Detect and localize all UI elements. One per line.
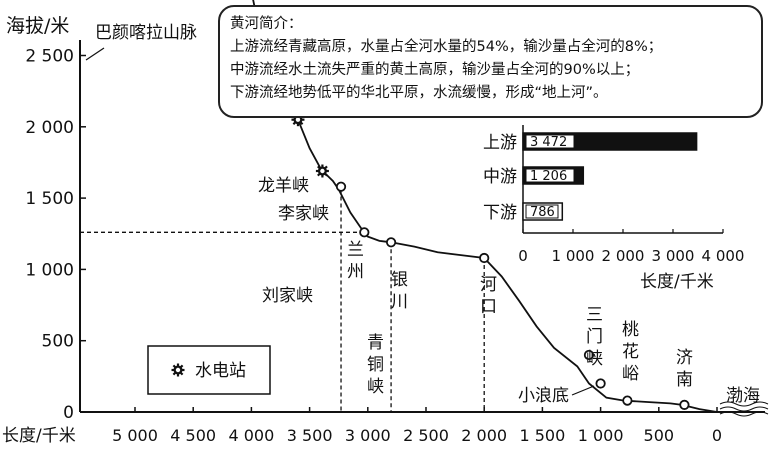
place-label-char: 州 xyxy=(347,262,364,282)
bar-value-label: 3 472 xyxy=(530,135,567,150)
bar-value-label-box xyxy=(525,168,575,183)
hydropower-station-icon xyxy=(315,164,329,178)
axes: 0 500 1 000 1 500 2 000 2 500 3 000 3 500 4 000 4… xyxy=(2,15,765,446)
place-label-char: 铜 xyxy=(367,355,384,375)
place-label: 李家峡 xyxy=(278,204,329,224)
bar-category-label: 中游 xyxy=(483,167,517,187)
bar-category-label: 下游 xyxy=(483,203,517,223)
legend-label: 水电站 xyxy=(195,361,246,381)
place-marker xyxy=(622,395,633,406)
y-tick-label: 1 500 xyxy=(25,189,74,209)
gear-hole xyxy=(320,168,325,174)
sea-wave xyxy=(719,411,769,417)
x-tick-label: 1 000 xyxy=(578,426,624,445)
place-label: 龙羊峡 xyxy=(258,176,309,196)
x-tick-label: 500 xyxy=(644,426,675,445)
bar-chart: 上游 3 472 中游 1 206 下游 786 0 1 000 2 000 3 000 4 000… xyxy=(483,125,744,292)
place-label: 巴颜喀拉山脉 xyxy=(95,23,197,43)
place-marker xyxy=(385,237,397,248)
place-marker xyxy=(583,349,595,361)
x-tick-label: 4 500 xyxy=(170,426,216,445)
y-tick-label: 1 000 xyxy=(25,260,74,280)
place-label-char: 花 xyxy=(622,342,639,362)
x-tick-label: 2 500 xyxy=(403,426,449,445)
x-tick-label: 0 xyxy=(712,426,722,445)
x-tick-label: 3 500 xyxy=(287,426,333,445)
gear-hole xyxy=(175,367,181,373)
info-title: 黄河简介： xyxy=(230,16,303,32)
info-line-upper: 上游流经青藏高原，水量占全河水量的54%，输沙量占全河的8%； xyxy=(230,39,663,55)
info-line-middle: 中游流经水土流失严重的黄土高原，输沙量占全河的90%以上； xyxy=(230,62,640,78)
place-label-char: 南 xyxy=(676,370,693,390)
place-label: 银川 xyxy=(391,270,408,312)
y-axis-title: 海拔/米 xyxy=(6,15,69,37)
bar-value-label: 786 xyxy=(530,205,555,220)
place-label: 渤海 xyxy=(726,386,760,406)
legend: 水电站 xyxy=(147,345,271,395)
place-label-char: 峡 xyxy=(586,349,603,369)
place-label: 刘家峡 xyxy=(262,286,313,306)
place-marker xyxy=(479,252,490,264)
place-label-char: 青 xyxy=(367,333,384,353)
x-tick-label: 5 000 xyxy=(112,426,158,445)
place-label: 兰州 xyxy=(347,240,364,282)
place-label-char: 银 xyxy=(391,270,408,290)
place-label: 河口 xyxy=(480,275,497,317)
place-label-char: 川 xyxy=(391,292,408,312)
place-label-char: 峡 xyxy=(367,377,384,397)
sea-wave xyxy=(719,406,769,412)
place-marker xyxy=(595,378,606,389)
x-tick-label: 1 500 xyxy=(519,426,565,445)
place-label: 三门峡 xyxy=(586,305,603,369)
legend-box xyxy=(147,345,271,395)
label-leader xyxy=(571,385,595,396)
place-label: 小浪底 xyxy=(518,386,569,406)
place-label-char: 峪 xyxy=(622,364,639,384)
bar-x-tick-label: 2 000 xyxy=(602,247,645,265)
x-tick-label: 3 000 xyxy=(345,426,391,445)
y-tick-label: 500 xyxy=(42,332,74,352)
label-leader xyxy=(85,47,105,61)
bar-x-tick-label: 0 xyxy=(518,247,528,265)
y-tick-label: 2 000 xyxy=(25,118,74,138)
bar-x-tick-label: 3 000 xyxy=(652,247,695,265)
bar-x-axis-title: 长度/千米 xyxy=(640,272,714,292)
place-marker xyxy=(359,227,370,238)
bar-value-label: 1 206 xyxy=(530,169,567,184)
y-tick-label: 2 500 xyxy=(25,47,74,67)
bar-x-tick-label: 4 000 xyxy=(702,247,745,265)
x-tick-label: 2 000 xyxy=(461,426,507,445)
y-tick-label: 0 xyxy=(63,403,74,423)
place-label-char: 桃 xyxy=(622,320,639,340)
gear-hole xyxy=(295,117,301,122)
river-profile-line xyxy=(252,0,718,413)
info-box: 黄河简介： 上游流经青藏高原，水量占全河水量的54%，输沙量占全河的8%； 中游… xyxy=(218,5,763,118)
place-label: 青铜峡 xyxy=(367,333,384,397)
place-label: 桃花峪 xyxy=(622,320,639,384)
sea-wave xyxy=(719,401,769,407)
bar-value-label-box xyxy=(525,134,575,149)
place-label-char: 兰 xyxy=(347,240,364,260)
place-label-char: 济 xyxy=(676,348,693,368)
bar-x-tick-label: 1 000 xyxy=(552,247,595,265)
place-label-char: 门 xyxy=(586,327,603,347)
bar-category-label: 上游 xyxy=(483,133,517,153)
place-label-char: 口 xyxy=(480,297,497,317)
info-line-lower: 下游流经地势低平的华北平原，水流缓慢，形成“地上河”。 xyxy=(230,85,608,101)
place-marker xyxy=(335,181,347,192)
hydropower-station-icon xyxy=(171,363,185,377)
place-label: 济南 xyxy=(676,348,693,390)
bar-value-label-box xyxy=(525,204,559,219)
place-marker xyxy=(679,399,690,410)
place-label-char: 三 xyxy=(586,305,603,325)
x-axis-title: 长度/千米 xyxy=(2,426,76,446)
x-tick-label: 4 000 xyxy=(228,426,274,445)
place-label-char: 河 xyxy=(480,275,497,295)
